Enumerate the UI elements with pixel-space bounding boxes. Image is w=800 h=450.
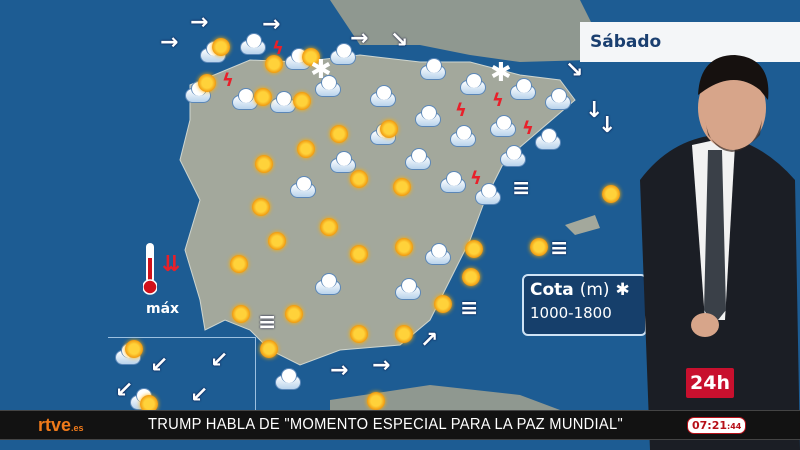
news-ticker: rtve.es TRUMP HABLA DE "MOMENTO ESPECIAL… (0, 410, 800, 440)
snow-level-unit: (m) (579, 280, 610, 300)
day-label: Sábado (580, 22, 800, 62)
max-temperature-label: máx (146, 301, 180, 317)
down-arrows-icon: ⇊ (162, 252, 181, 277)
africa-coast (330, 385, 560, 410)
rtve-logo: rtve.es (38, 415, 84, 435)
clock: 07:21:44 (687, 417, 747, 434)
balearic-islands (565, 215, 600, 235)
france-coast (330, 0, 600, 62)
snowflake-icon: ✱ (615, 280, 630, 300)
snow-level-box: Cota (m) ✱ 1000-1800 (522, 274, 647, 336)
snow-level-range: 1000-1800 (530, 304, 612, 322)
snow-level-title: Cota (530, 280, 574, 300)
canary-islands-inset (108, 337, 256, 412)
ticker-headline: TRUMP HABLA DE "MOMENTO ESPECIAL PARA LA… (148, 416, 623, 433)
presenter (640, 55, 800, 450)
thermometer-down-icon (143, 243, 157, 295)
channel-logo: 24h (686, 368, 734, 398)
